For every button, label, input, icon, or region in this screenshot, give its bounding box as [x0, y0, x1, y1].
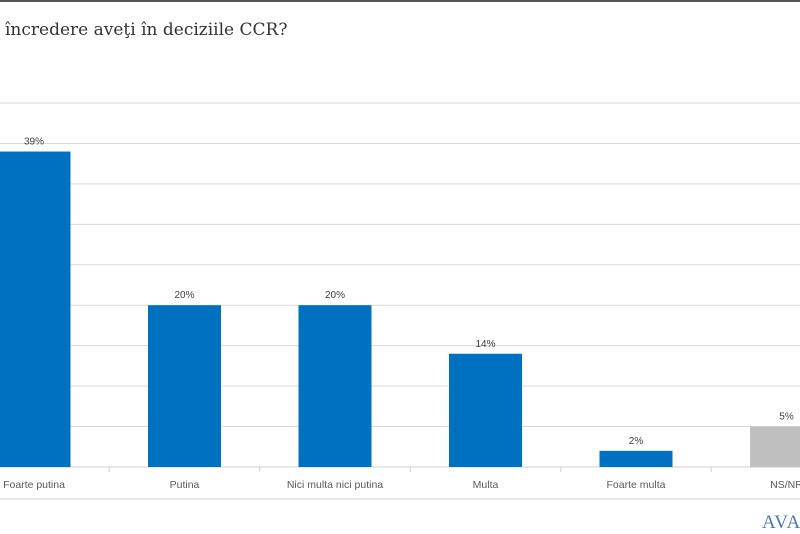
- x-tick-label: Putina: [170, 479, 200, 491]
- brand-logo: AVAN: [762, 512, 800, 533]
- x-tick-label: Multa: [473, 479, 499, 491]
- data-label: 20%: [174, 290, 194, 301]
- x-tick-label: Foarte putina: [3, 479, 65, 491]
- top-border: [0, 0, 800, 2]
- bar: [750, 426, 800, 467]
- x-tick-label: Foarte multa: [607, 479, 666, 491]
- bar: [298, 305, 372, 467]
- x-tick-label: NS/NR: [770, 479, 800, 491]
- data-label: 5%: [779, 412, 794, 423]
- data-label: 20%: [325, 290, 345, 301]
- data-label: 2%: [629, 436, 644, 447]
- bar: [599, 450, 673, 467]
- bar: [0, 151, 71, 468]
- data-label: 14%: [475, 339, 495, 350]
- x-tick-label: Nici multa nici putina: [287, 479, 383, 491]
- chart-title: încredere aveţi în deciziile CCR?: [5, 20, 288, 40]
- data-label: 39%: [24, 137, 44, 148]
- bar: [449, 353, 522, 467]
- bar: [148, 305, 221, 467]
